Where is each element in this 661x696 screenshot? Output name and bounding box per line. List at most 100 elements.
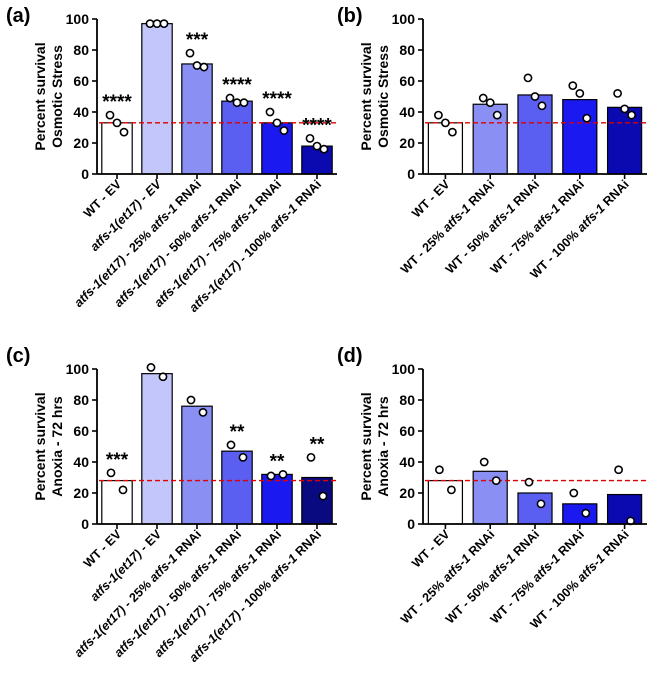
y-axis-title-line: Percent survival: [32, 392, 48, 500]
data-point: [185, 48, 195, 58]
data-point: [440, 118, 450, 128]
y-tick-label: 100: [66, 361, 90, 377]
y-tick-label: 0: [407, 516, 415, 532]
x-category-label-part: RNAi: [250, 177, 284, 211]
data-point: [152, 19, 162, 29]
y-tick-label: 40: [73, 104, 89, 120]
x-category-label-part: RNAi: [170, 177, 204, 211]
y-axis-title-line: Percent survival: [358, 42, 374, 150]
x-category-label-part: RNAi: [463, 527, 497, 561]
data-point: [232, 98, 242, 108]
x-category-label: WT - EV: [409, 527, 453, 571]
data-point: [186, 395, 196, 405]
x-category-label-part: - 25%: [119, 575, 157, 613]
x-category-label-part: RNAi: [210, 177, 244, 211]
bar: [141, 373, 173, 525]
x-category-label-part: - 75%: [199, 575, 237, 613]
x-category-label-part: - 50%: [159, 575, 197, 613]
data-point: [112, 118, 122, 128]
data-point: [278, 469, 288, 479]
data-point: [238, 452, 248, 462]
data-point: [446, 485, 456, 495]
significance-label: ****: [262, 89, 292, 110]
panel-label: (d): [337, 345, 363, 367]
y-tick-label: 40: [73, 454, 89, 470]
y-tick-label: 60: [399, 423, 415, 439]
significance-label: ****: [102, 92, 132, 113]
bar: [517, 492, 553, 525]
data-point: [614, 465, 623, 475]
data-point: [265, 107, 275, 117]
y-tick-label: 60: [73, 73, 89, 89]
x-category-label-part: WT - 25%: [398, 225, 450, 277]
x-category-label-part: - 100%: [234, 225, 277, 268]
x-category-label: atfs-1(et17) - EV: [87, 176, 165, 254]
bar: [606, 493, 643, 525]
significance-label: ***: [186, 30, 209, 51]
data-point: [485, 98, 495, 108]
y-tick-label: 0: [81, 516, 89, 532]
significance-label: ***: [106, 450, 129, 471]
bar: [221, 450, 253, 525]
bar: [221, 100, 253, 175]
panel-label: (a): [6, 5, 30, 27]
bar: [301, 476, 333, 525]
y-axis-title: Percent survivalAnoxia - 72 hrs: [358, 392, 391, 500]
data-point: [581, 508, 591, 518]
x-category-label: WT - EV: [409, 177, 453, 221]
x-category-label-part: RNAi: [508, 177, 542, 211]
y-tick-label: 40: [399, 454, 415, 470]
data-point: [305, 133, 315, 143]
x-category-label-part: - EV: [135, 176, 166, 207]
y-tick-label: 0: [407, 166, 415, 182]
chart-panel-1: (a)Percent survivalOsmotic Stress *******…: [6, 5, 337, 315]
x-category-label-part: RNAi: [463, 177, 497, 211]
x-category-label-part: RNAi: [290, 177, 324, 211]
y-axis-title-line: Anoxia - 72 hrs: [49, 396, 65, 497]
bar: [181, 63, 213, 175]
bar: [606, 106, 643, 175]
chart-panel-2: (b) Percent survivalOsmotic Stress 0 20 40 60…: [337, 5, 647, 281]
data-point: [239, 98, 249, 108]
x-category-label-part: - 50%: [159, 225, 197, 263]
x-category-label-part: WT - 25%: [398, 575, 450, 627]
data-point: [118, 485, 128, 495]
chart-panel-4: (d) Percent survivalAnoxia - 72 hrs 0 20 40 6…: [337, 345, 647, 631]
data-point: [106, 468, 116, 478]
data-point: [434, 465, 444, 475]
x-category-label-part: WT - EV: [409, 527, 453, 571]
data-point: [433, 110, 443, 120]
significance-label: **: [270, 451, 285, 472]
x-category-label: atfs-1(et17) - EV: [87, 527, 164, 604]
data-point: [306, 452, 316, 462]
x-category-label-part: - 25%: [119, 225, 157, 263]
significance-label: ****: [222, 75, 252, 96]
data-point: [582, 113, 592, 123]
data-point: [318, 491, 328, 501]
x-category-label-part: - 100%: [234, 575, 277, 618]
data-point: [266, 471, 276, 481]
data-point: [536, 499, 546, 509]
x-category-label-part: - 75%: [199, 225, 237, 263]
data-point: [568, 81, 578, 91]
y-tick-label: 100: [392, 11, 416, 27]
bar: [562, 98, 598, 175]
data-point: [312, 141, 322, 151]
y-tick-label: 80: [73, 392, 89, 408]
x-category-label-part: RNAi: [553, 527, 587, 561]
bar: [562, 503, 598, 525]
bar: [261, 473, 293, 525]
y-tick-label: 40: [399, 104, 415, 120]
data-point: [279, 126, 289, 136]
significance-label: ****: [302, 115, 332, 136]
y-tick-label: 20: [399, 135, 415, 151]
data-point: [523, 73, 533, 83]
data-point: [479, 457, 489, 467]
y-axis-title-line: Percent survival: [32, 42, 48, 150]
data-point: [105, 110, 115, 120]
data-point: [225, 93, 235, 103]
y-axis-title: Percent survivalOsmotic Stress: [358, 42, 391, 150]
y-tick-label: 80: [399, 42, 415, 58]
data-point: [627, 110, 636, 120]
x-category-label-part: RNAi: [290, 527, 324, 561]
